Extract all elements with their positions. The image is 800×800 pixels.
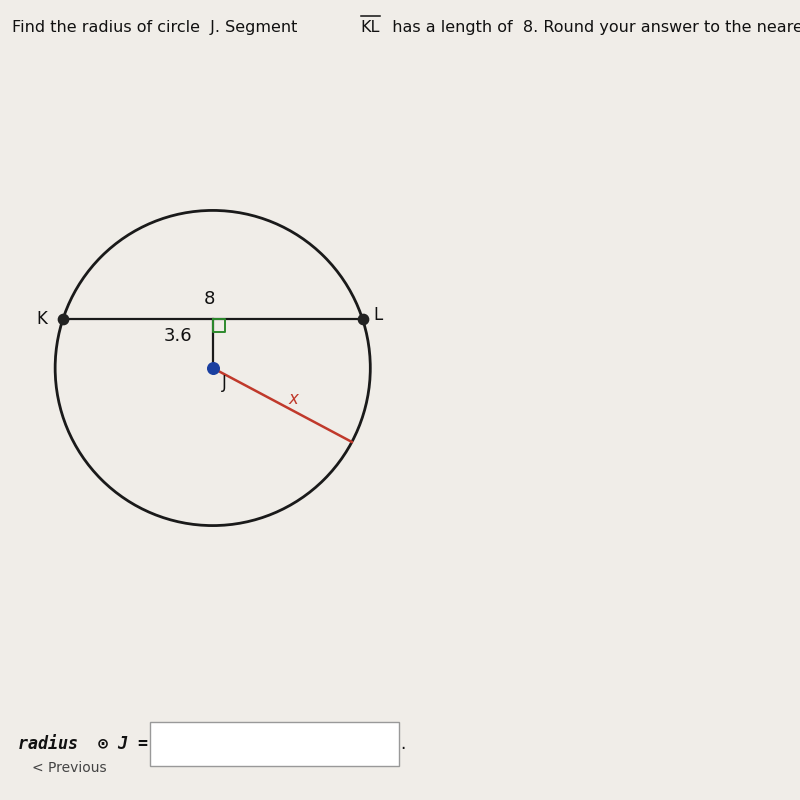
Text: J: J [222,374,227,392]
Point [206,362,219,374]
Text: Find the radius of circle  J. Segment: Find the radius of circle J. Segment [12,20,308,35]
Text: .: . [401,735,406,753]
Point [356,313,369,326]
Text: KL: KL [361,20,380,35]
Text: 3.6: 3.6 [164,326,192,345]
Text: L: L [374,306,383,323]
FancyBboxPatch shape [150,722,399,766]
Text: radius  ⊙ J =: radius ⊙ J = [18,735,147,753]
Text: 8: 8 [204,290,215,308]
Point [57,313,70,326]
Text: K: K [36,310,47,328]
Text: has a length of  8. Round your answer to the nearest hundredth.: has a length of 8. Round your answer to … [382,20,800,35]
Text: x: x [288,390,298,408]
Text: < Previous: < Previous [32,761,106,775]
